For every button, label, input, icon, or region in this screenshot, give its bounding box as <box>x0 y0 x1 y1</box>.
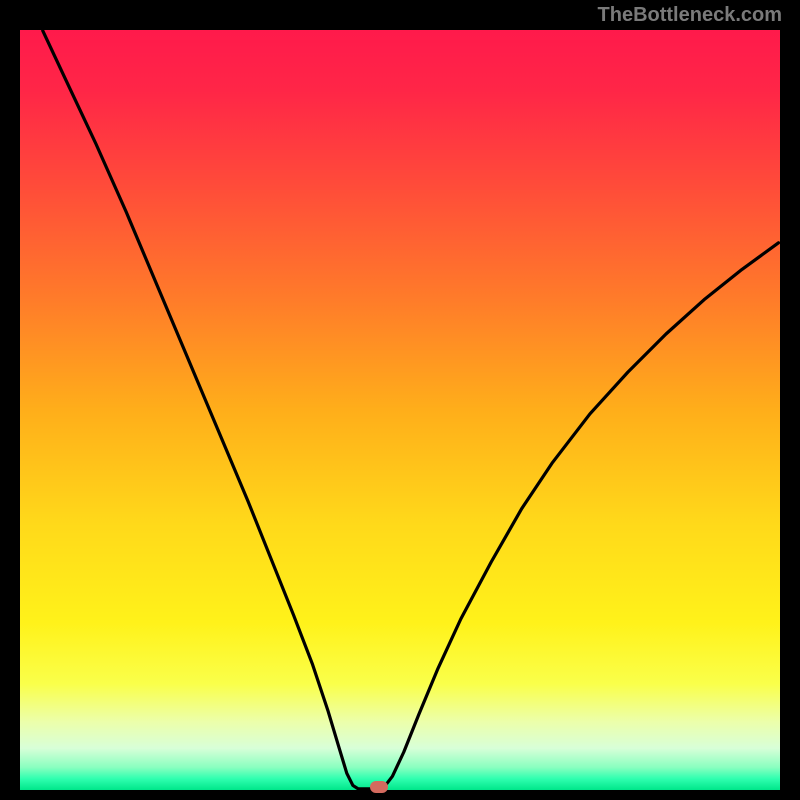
watermark-text: TheBottleneck.com <box>598 4 782 27</box>
chart-plot-area <box>20 30 780 790</box>
minimum-marker <box>370 781 388 793</box>
chart-background-gradient <box>20 30 780 790</box>
